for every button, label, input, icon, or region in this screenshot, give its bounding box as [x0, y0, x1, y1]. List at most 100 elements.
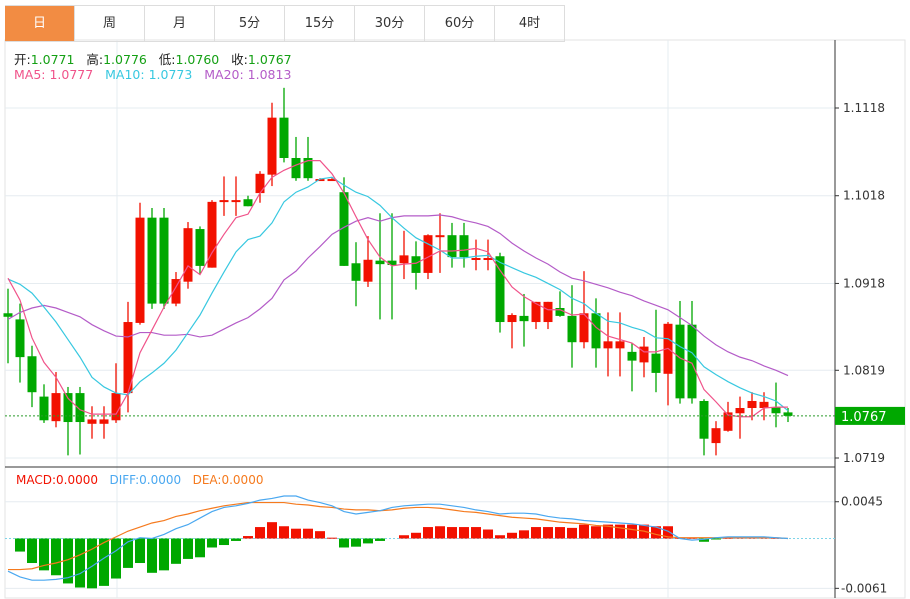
macd-bar — [495, 535, 505, 539]
candle — [507, 313, 517, 349]
candle-body — [147, 217, 157, 304]
dea-value: DEA:0.0000 — [192, 473, 264, 487]
tab-day[interactable]: 日 — [5, 6, 75, 41]
candle-body — [699, 400, 709, 439]
ma20-line — [7, 214, 789, 377]
macd-bar — [519, 530, 529, 539]
candle-body — [39, 396, 49, 421]
candle — [531, 301, 541, 330]
macd-bar — [75, 538, 85, 588]
candle — [195, 226, 205, 274]
macd-bar — [327, 537, 337, 539]
candle-body — [63, 393, 73, 423]
macd-bar — [567, 527, 577, 539]
high-value: 1.0776 — [103, 52, 147, 67]
candle — [15, 303, 25, 383]
price-tick-label: 1.0819 — [843, 363, 885, 377]
candle — [723, 401, 733, 432]
candle-body — [567, 315, 577, 343]
candle-body — [735, 408, 745, 414]
candle-body — [783, 412, 793, 416]
candle-body — [255, 173, 265, 194]
candle — [75, 386, 85, 455]
candle — [339, 177, 349, 266]
macd-bar — [363, 538, 373, 544]
high-label: 高: — [86, 52, 104, 67]
price-tick-label: 1.1118 — [843, 101, 885, 115]
macd-bar — [171, 538, 181, 564]
ma5-line — [7, 160, 788, 418]
candle-body — [231, 200, 241, 203]
ma5-value: MA5: 1.0777 — [14, 67, 94, 82]
macd-bar — [555, 527, 565, 539]
tab-month[interactable]: 月 — [145, 6, 215, 41]
tab-30min[interactable]: 30分 — [355, 6, 425, 41]
candle-body — [303, 158, 313, 179]
candle-body — [195, 229, 205, 266]
candle-body — [399, 255, 409, 264]
candle — [135, 202, 145, 325]
tab-60min[interactable]: 60分 — [425, 6, 495, 41]
candle-body — [51, 393, 61, 422]
candle-body — [99, 419, 109, 424]
candle — [747, 392, 757, 421]
candle-body — [579, 313, 589, 343]
candle-body — [327, 179, 337, 182]
candle-body — [447, 235, 457, 258]
candle-body — [3, 313, 13, 317]
tab-4hour[interactable]: 4时 — [495, 6, 565, 41]
macd-bar — [603, 524, 613, 539]
diff-value: DIFF:0.0000 — [109, 473, 182, 487]
tab-15min[interactable]: 15分 — [285, 6, 355, 41]
macd-bar — [651, 526, 661, 539]
macd-bar — [255, 527, 265, 539]
candle-body — [747, 400, 757, 409]
candle-body — [555, 308, 565, 316]
candle — [651, 309, 661, 393]
candle-body — [639, 346, 649, 363]
candle — [459, 222, 469, 268]
ohlc-readout: 开:1.0771 高:1.0776 低:1.0760 收:1.0767 — [14, 49, 292, 68]
diff-line — [7, 495, 789, 581]
period-tabs: 日 周 月 5分 15分 30分 60分 4时 — [5, 5, 565, 42]
macd-bar — [507, 532, 517, 539]
close-value: 1.0767 — [247, 52, 292, 67]
candle-body — [723, 412, 733, 431]
candle — [519, 293, 529, 347]
candle-body — [423, 235, 433, 273]
price-tick-label: 1.1018 — [843, 189, 885, 203]
candle-body — [363, 259, 373, 282]
macd-bar — [87, 538, 97, 589]
candle — [555, 291, 565, 317]
candle — [495, 252, 505, 333]
macd-bar — [183, 538, 193, 559]
candle — [471, 239, 481, 271]
candle-body — [219, 200, 229, 203]
macd-bar — [219, 538, 229, 546]
candle — [291, 136, 301, 181]
macd-bar — [615, 524, 625, 539]
ma-readout: MA5: 1.0777 MA10: 1.0773 MA20: 1.0813 — [14, 67, 291, 82]
low-label: 低: — [158, 52, 176, 67]
candle-body — [759, 401, 769, 409]
candle-body — [627, 351, 637, 361]
macd-bar — [195, 538, 205, 558]
candle-body — [279, 117, 289, 159]
macd-bar — [699, 538, 709, 542]
candle-body — [507, 315, 517, 323]
close-label: 收: — [231, 52, 248, 67]
tab-week[interactable]: 周 — [75, 6, 145, 41]
macd-bar — [351, 538, 361, 547]
tab-5min[interactable]: 5分 — [215, 6, 285, 41]
open-value: 1.0771 — [30, 52, 75, 67]
candle-body — [543, 301, 553, 323]
candle — [99, 406, 109, 439]
macd-bar — [483, 529, 493, 539]
candle — [447, 222, 457, 268]
candle — [87, 406, 97, 439]
macd-bar — [39, 538, 49, 571]
macd-bar — [447, 527, 457, 539]
candle — [243, 195, 253, 207]
candle-body — [435, 235, 445, 238]
